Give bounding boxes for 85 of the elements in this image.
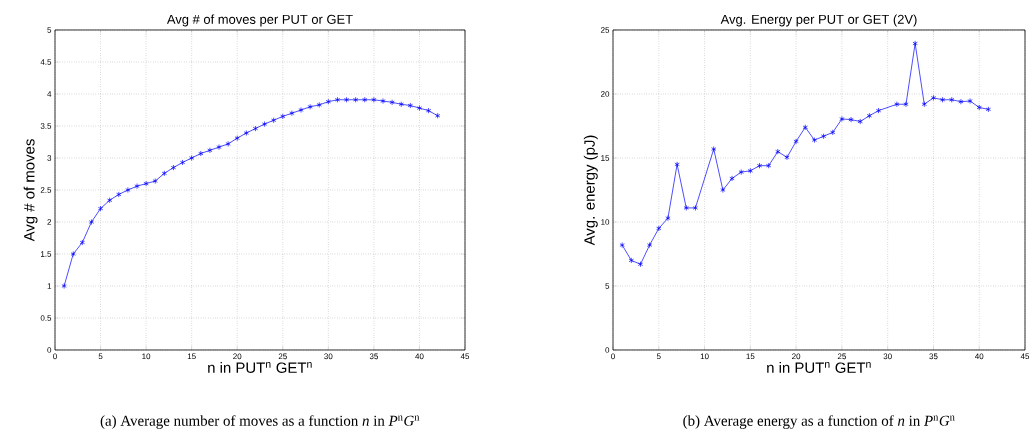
x-axis-title: n in PUT$^{n}$ GET$^{n}$ [767,362,871,373]
point [738,169,744,176]
text: (a) Average number of moves as a function n in P$^{n}$G$^{n}$ [100,415,420,429]
point [343,96,350,103]
y-axis-title: Avg # of moves [23,139,38,242]
point [802,124,808,131]
chart-title: Avg. Energy per PUT or GET (2V) [720,14,917,27]
point [628,257,634,264]
point [830,129,836,136]
point [179,159,186,166]
point [243,130,249,136]
point [271,117,277,124]
point [125,187,131,193]
point [407,102,413,109]
x-axis-title: n in PUT$^{n}$ GET$^{n}$ [208,362,312,373]
point [234,135,240,142]
point [766,162,772,169]
point [307,103,313,110]
point [656,225,662,232]
point [683,204,689,211]
point [866,112,872,119]
point [334,96,341,103]
point [949,96,955,103]
point [820,133,827,140]
point [225,140,231,147]
point [97,205,104,212]
point [711,146,717,152]
point [940,96,946,103]
point [380,98,386,104]
text: (b) Average energy as a function of n in P$^{n}$G$^{n}$ [683,415,955,429]
point [912,40,918,47]
point [261,121,268,128]
point [637,261,644,268]
point [70,251,76,257]
point [298,107,304,113]
point [674,161,680,168]
point [775,148,781,155]
point [252,125,259,132]
point [647,242,653,248]
point [143,180,149,187]
point [198,150,204,157]
point [425,107,432,114]
point [134,183,140,190]
point [280,113,286,120]
point [848,116,854,123]
point [976,104,982,111]
chart-title: Avg # of moves per PUT or GET [166,14,353,27]
point [389,99,395,106]
point [930,94,937,101]
point [875,107,882,114]
point [152,178,158,184]
point [362,96,368,103]
point [371,96,377,103]
point [747,167,753,174]
point [793,138,799,145]
point [921,101,927,108]
point [967,98,973,104]
point [665,215,671,222]
point [207,147,213,154]
point [216,144,222,151]
point [811,137,818,144]
point [170,164,177,171]
point [416,105,423,112]
point [116,191,122,198]
point [903,101,909,108]
point [88,219,95,225]
y-axis-title: Avg. energy (pJ) [583,135,598,246]
point [398,101,404,108]
point [353,96,359,103]
point [729,175,735,182]
point [894,101,900,108]
point [756,162,763,169]
point [316,101,322,108]
point [325,98,331,105]
point [189,155,195,161]
point [857,118,863,125]
point [107,197,113,204]
point [79,239,85,246]
point [784,154,790,161]
point [839,116,845,122]
point [289,110,295,117]
point [958,98,964,105]
point [720,187,726,193]
point [161,170,167,177]
point [692,204,698,211]
